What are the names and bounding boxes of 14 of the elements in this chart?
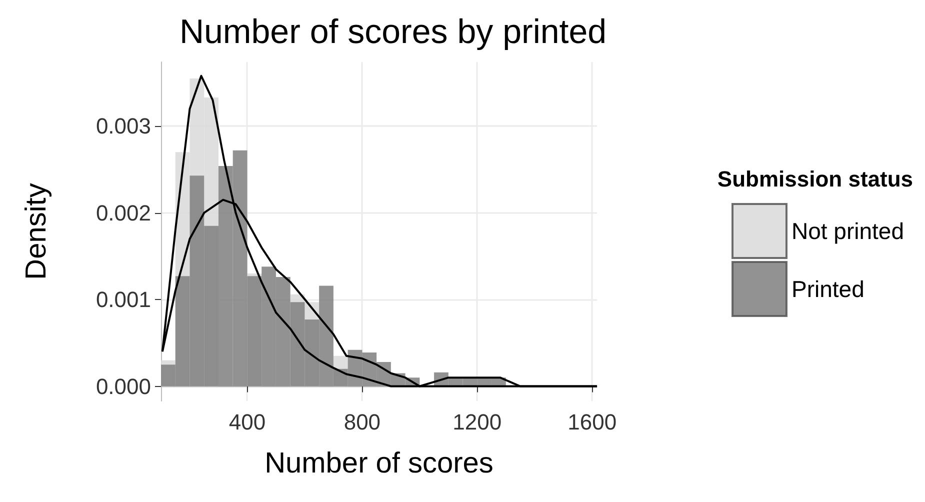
x-tick-label: 1200 <box>452 410 502 434</box>
x-tick-label: 800 <box>344 410 381 434</box>
x-tick-label: 1600 <box>568 410 617 434</box>
y-tick-label: 0.002 <box>96 200 151 226</box>
x-axis-title: Number of scores <box>264 448 494 480</box>
y-axis-title: Density <box>20 182 52 280</box>
legend-title: Submission status <box>717 166 913 192</box>
y-tick-label: 0.000 <box>96 374 151 399</box>
legend-label: Printed <box>791 276 864 302</box>
y-tick-label: 0.003 <box>96 114 151 139</box>
chart-title: Number of scores by printed <box>179 13 607 51</box>
legend-label: Not printed <box>791 218 904 244</box>
x-tick-label: 400 <box>228 410 266 434</box>
y-tick-label: 0.001 <box>96 287 151 312</box>
